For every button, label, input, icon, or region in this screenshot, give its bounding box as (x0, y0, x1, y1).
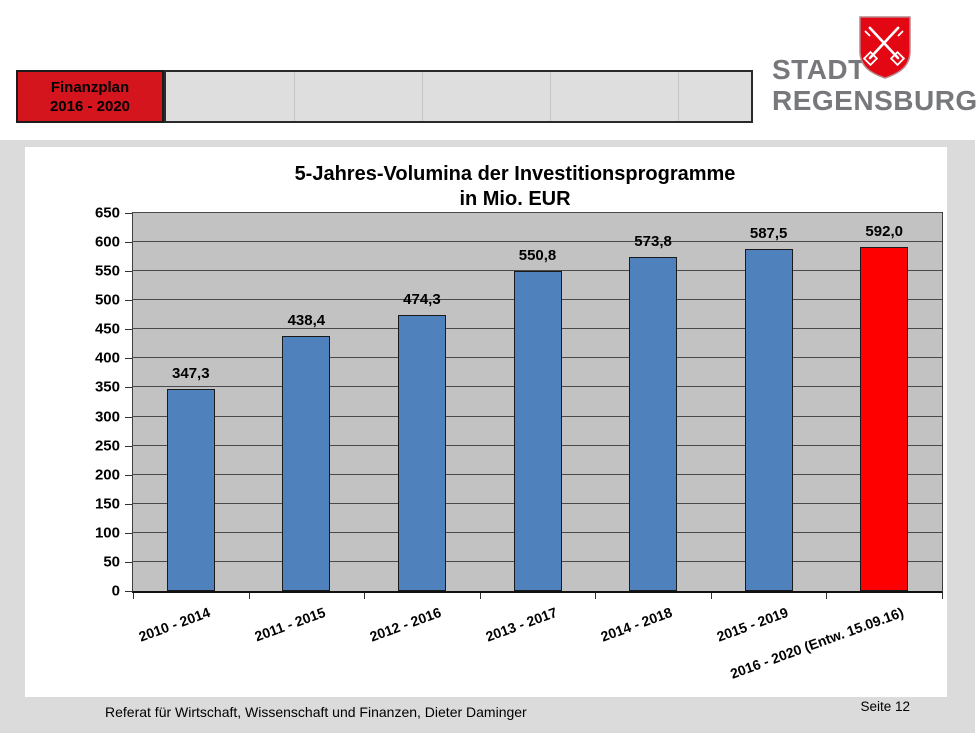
y-tick-mark (125, 213, 132, 214)
y-tick-label: 450 (94, 320, 120, 338)
y-tick-mark (125, 300, 132, 302)
y-tick-mark (125, 242, 132, 244)
y-tick-label: 150 (94, 495, 120, 513)
y-tick-label: 650 (94, 204, 120, 222)
y-tick-label: 500 (94, 291, 120, 309)
header-bar (164, 70, 753, 123)
x-tick-mark (364, 593, 366, 599)
chart: 5-Jahres-Volumina der Investitionsprogra… (25, 147, 947, 697)
y-tick-mark (125, 561, 132, 563)
footer-author: Referat für Wirtschaft, Wissenschaft und… (105, 704, 527, 720)
y-tick-mark (125, 445, 132, 447)
bar-value-label: 587,5 (749, 225, 788, 243)
page-number: Seite 12 (860, 699, 910, 714)
gridline (133, 241, 942, 243)
bar-2011 - 2015 (282, 336, 331, 591)
bar-2016 - 2020 (Entw. 15.09.16) (860, 246, 909, 591)
y-tick-mark (125, 358, 132, 360)
x-tick-mark (248, 593, 250, 599)
x-category-label: 2011 - 2015 (252, 604, 328, 645)
y-tick-label: 550 (94, 262, 120, 280)
bar-value-label: 438,4 (287, 312, 326, 330)
header-bar-separator (422, 72, 423, 121)
x-category-label: 2014 - 2018 (598, 604, 675, 645)
y-tick-mark (125, 416, 132, 418)
bar-value-label: 347,3 (172, 365, 210, 383)
y-tick-label: 0 (111, 582, 120, 600)
y-tick-label: 250 (94, 437, 120, 455)
x-tick-mark (710, 593, 712, 599)
bar-value-label: 474,3 (403, 291, 441, 309)
x-tick-mark (595, 593, 597, 599)
x-tick-mark (942, 593, 943, 599)
header-bar-separator (678, 72, 679, 121)
y-tick-label: 600 (94, 233, 120, 251)
x-category-label: 2010 - 2014 (136, 604, 213, 645)
y-tick-label: 200 (94, 466, 120, 484)
y-tick-mark (125, 474, 132, 476)
x-tick-mark (133, 593, 134, 599)
header-bar-separator (550, 72, 551, 121)
content-panel: 5-Jahres-Volumina der Investitionsprogra… (0, 140, 975, 733)
shield-keys-icon (856, 14, 912, 85)
bar-2013 - 2017 (513, 270, 562, 591)
y-tick-mark (125, 271, 132, 273)
bar-value-label: 592,0 (865, 222, 903, 240)
logo-line1: STADT (772, 54, 866, 85)
y-tick-label: 350 (94, 378, 120, 396)
bar-2015 - 2019 (744, 249, 793, 591)
header-bar-separator (294, 72, 295, 121)
chart-title: 5-Jahres-Volumina der Investitionsprogra… (85, 162, 945, 212)
plot-area: 347,3 438,4 474,3 550,8 573,8 587,5 592,0 (132, 212, 943, 593)
badge-line1: Finanzplan (50, 78, 130, 96)
stadt-regensburg-logo: STADT REGENSBURG (772, 14, 977, 126)
bar-2014 - 2018 (629, 257, 678, 591)
y-tick-label: 100 (94, 524, 120, 542)
y-tick-mark (125, 591, 132, 592)
gridline (133, 270, 942, 272)
gridline (133, 212, 942, 213)
bar-value-label: 550,8 (518, 246, 557, 264)
badge-line2: 2016 - 2020 (49, 97, 131, 115)
chart-title-line2: in Mio. EUR (459, 188, 571, 210)
x-category-label: 2012 - 2016 (367, 604, 444, 645)
y-tick-label: 300 (94, 408, 120, 426)
x-tick-mark (479, 593, 481, 599)
logo-line2: REGENSBURG (772, 85, 978, 116)
bar-value-label: 573,8 (634, 233, 672, 251)
y-tick-mark (125, 503, 132, 505)
logo-text: STADT REGENSBURG (772, 54, 978, 116)
y-tick-mark (125, 532, 132, 534)
y-tick-mark (125, 387, 132, 389)
bar-2012 - 2016 (397, 315, 446, 591)
y-tick-label: 400 (94, 349, 120, 367)
finanzplan-badge: Finanzplan 2016 - 2020 (16, 70, 164, 123)
y-tick-mark (125, 329, 132, 331)
x-category-label: 2013 - 2017 (483, 604, 559, 645)
bar-2010 - 2014 (166, 389, 215, 591)
y-tick-label: 50 (103, 553, 120, 571)
chart-title-line1: 5-Jahres-Volumina der Investitionsprogra… (294, 163, 736, 185)
x-tick-mark (826, 593, 828, 599)
x-category-label: 2015 - 2019 (714, 604, 791, 645)
